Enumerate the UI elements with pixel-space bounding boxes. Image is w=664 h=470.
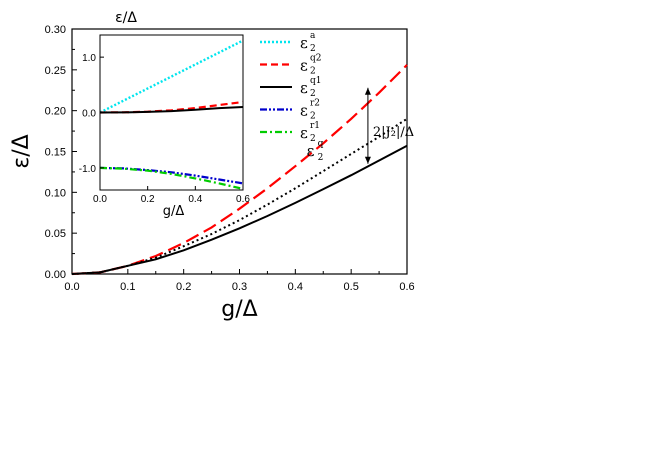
legend-label-r1: ε [300,124,308,142]
legend-label-q1: ε [300,79,308,97]
main-y-tick-label: 0.00 [45,269,66,281]
inset-y-tick-label: 0.0 [82,109,96,120]
inset-series-r1 [99,166,244,190]
inset-series-a [99,39,244,114]
main-x-tick-label: 0.5 [344,281,359,293]
main-y-tick-label: 0.25 [45,65,66,77]
main-x-tick-label: 0.4 [288,281,303,293]
main-series-q2 [71,64,408,276]
legend-label-sup: q1 [310,76,322,86]
splitting-arrow-head-up [364,87,371,95]
main-x-axis-label: g/Δ [221,297,257,322]
main-y-tick-label: 0.05 [45,228,66,240]
inset-x-tick-label: 0.2 [141,194,155,205]
legend-label-a: ε [300,34,308,52]
legend-label-sub: 2 [310,67,316,77]
main-x-tick-label: 0.0 [64,281,79,293]
legend-label-sup: q2 [310,54,322,64]
legend-label-sup: r2 [310,99,320,109]
inset-x-axis-label: g/Δ [163,204,185,219]
inset-y-tick-label: 1.0 [82,53,96,64]
curve-label-eq: ε [307,142,315,160]
inset-x-tick-label: 0.6 [236,194,250,205]
main-y-tick-label: 0.15 [45,147,66,159]
main-x-tick-label: 0.3 [232,281,247,293]
inset-y-tick-label: -1.0 [79,164,97,175]
legend-label-sub: 2 [310,134,316,144]
legend-label-q2: ε [300,57,308,75]
main-x-tick-label: 0.6 [399,281,414,293]
inset-series-r2 [99,166,244,185]
inset-x-tick-label: 0.0 [93,194,107,205]
legend-label-sub: 2 [310,112,316,122]
curve-label-eq-sup: q [318,139,324,149]
main-y-tick-label: 0.20 [45,106,66,118]
main-x-tick-label: 0.1 [120,281,135,293]
legend-label-sup: a [310,31,316,41]
inset-series-q1 [99,106,244,114]
curve-label-eq-sub: 2 [318,153,324,163]
splitting-label: 2|J₂|/Δ [373,125,414,140]
legend-label-sub: 2 [310,44,316,54]
inset-x-tick-label: 0.4 [188,194,202,205]
splitting-arrow-head-down [364,156,371,164]
legend-label-sub: 2 [310,89,316,99]
main-y-axis-label: ε/Δ [9,134,34,168]
main-y-tick-label: 0.10 [45,187,66,199]
main-x-tick-label: 0.2 [176,281,191,293]
legend-label-sup: r1 [310,121,320,131]
main-series-q [71,144,408,275]
main-y-tick-label: 0.30 [45,24,66,36]
legend-label-r2: ε [300,102,308,120]
inset-y-axis-label: ε/Δ [115,10,137,26]
